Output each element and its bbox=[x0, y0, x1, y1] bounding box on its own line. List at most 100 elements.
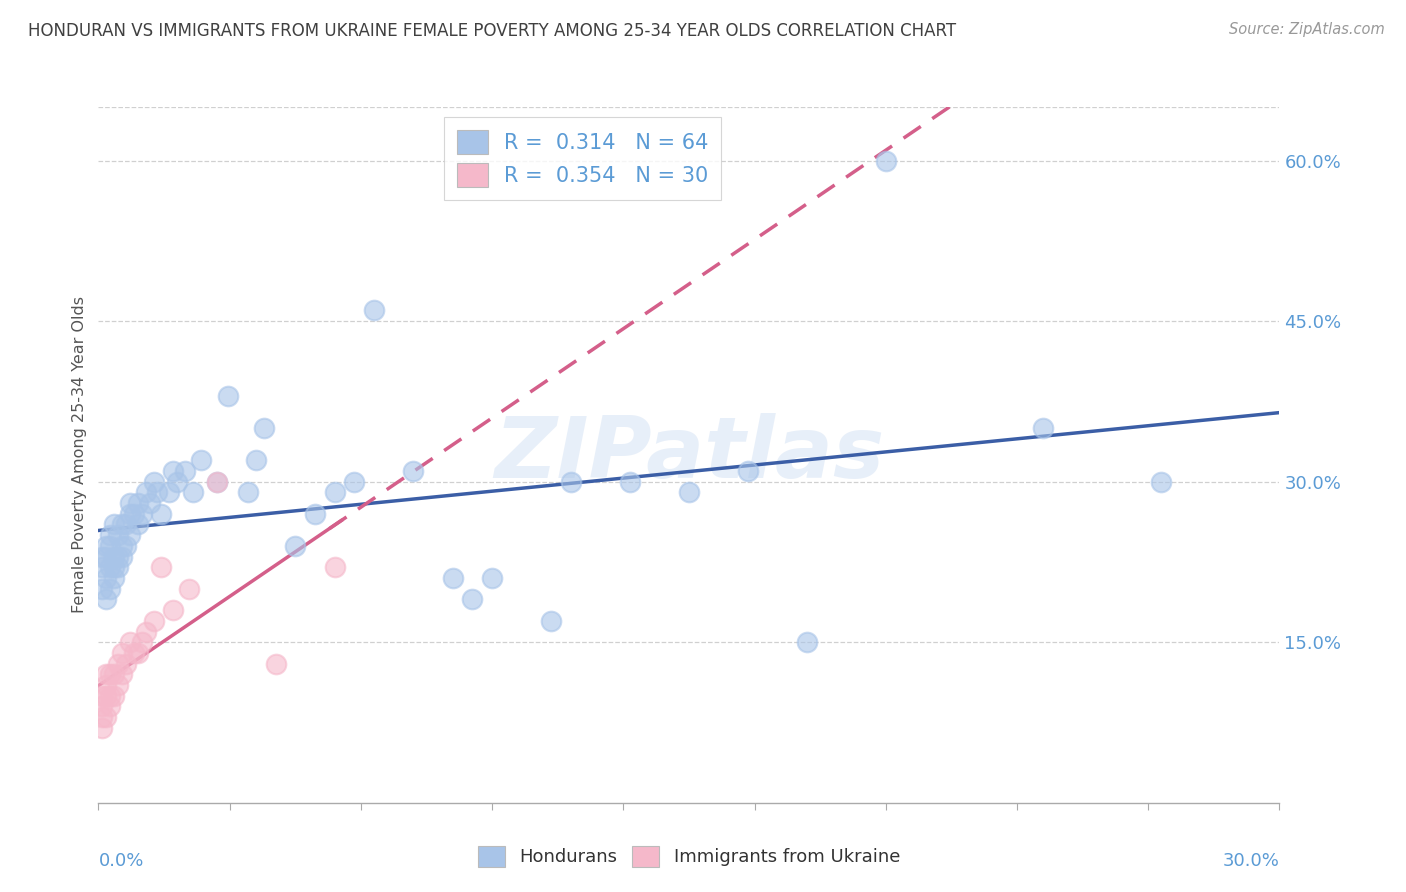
Point bbox=[304, 507, 326, 521]
Point bbox=[253, 421, 276, 435]
Point bbox=[236, 485, 259, 500]
Point bbox=[118, 635, 141, 649]
Point bbox=[96, 667, 118, 681]
Text: 30.0%: 30.0% bbox=[1223, 852, 1279, 870]
Point bbox=[190, 453, 212, 467]
Point bbox=[98, 528, 121, 542]
Point bbox=[402, 464, 425, 478]
Point bbox=[166, 475, 188, 489]
Point bbox=[796, 635, 818, 649]
Text: ZIPatlas: ZIPatlas bbox=[494, 413, 884, 497]
Point bbox=[98, 582, 121, 596]
Point bbox=[98, 560, 121, 574]
Point bbox=[131, 635, 153, 649]
Point bbox=[91, 689, 114, 703]
Point bbox=[91, 721, 114, 735]
Point bbox=[115, 517, 138, 532]
Point bbox=[118, 528, 141, 542]
Point bbox=[122, 646, 145, 660]
Point bbox=[1032, 421, 1054, 435]
Point bbox=[103, 560, 125, 574]
Point bbox=[135, 485, 157, 500]
Point bbox=[678, 485, 700, 500]
Point bbox=[98, 699, 121, 714]
Point bbox=[481, 571, 503, 585]
Point bbox=[107, 678, 129, 692]
Point bbox=[96, 571, 118, 585]
Point bbox=[142, 614, 165, 628]
Text: 0.0%: 0.0% bbox=[98, 852, 143, 870]
Point bbox=[205, 475, 228, 489]
Point bbox=[162, 603, 184, 617]
Point bbox=[91, 710, 114, 724]
Point bbox=[284, 539, 307, 553]
Point bbox=[107, 560, 129, 574]
Point bbox=[115, 657, 138, 671]
Point bbox=[174, 464, 197, 478]
Point bbox=[177, 582, 200, 596]
Point bbox=[115, 539, 138, 553]
Point bbox=[103, 517, 125, 532]
Point bbox=[96, 592, 118, 607]
Point bbox=[91, 582, 114, 596]
Point bbox=[96, 689, 118, 703]
Point bbox=[107, 549, 129, 564]
Point bbox=[363, 303, 385, 318]
Point bbox=[118, 507, 141, 521]
Text: Source: ZipAtlas.com: Source: ZipAtlas.com bbox=[1229, 22, 1385, 37]
Point bbox=[96, 549, 118, 564]
Point bbox=[91, 699, 114, 714]
Point bbox=[103, 549, 125, 564]
Point bbox=[162, 464, 184, 478]
Point bbox=[127, 646, 149, 660]
Point bbox=[111, 646, 134, 660]
Point bbox=[560, 475, 582, 489]
Point bbox=[98, 667, 121, 681]
Point bbox=[245, 453, 267, 467]
Point bbox=[323, 485, 346, 500]
Point bbox=[157, 485, 180, 500]
Point bbox=[107, 657, 129, 671]
Point bbox=[461, 592, 484, 607]
Point bbox=[127, 517, 149, 532]
Point bbox=[441, 571, 464, 585]
Point bbox=[264, 657, 287, 671]
Point bbox=[111, 549, 134, 564]
Point bbox=[111, 539, 134, 553]
Point bbox=[142, 475, 165, 489]
Point bbox=[118, 496, 141, 510]
Point bbox=[98, 539, 121, 553]
Point bbox=[150, 507, 173, 521]
Point bbox=[91, 560, 114, 574]
Point bbox=[1150, 475, 1173, 489]
Point bbox=[217, 389, 239, 403]
Point bbox=[146, 485, 169, 500]
Text: HONDURAN VS IMMIGRANTS FROM UKRAINE FEMALE POVERTY AMONG 25-34 YEAR OLDS CORRELA: HONDURAN VS IMMIGRANTS FROM UKRAINE FEMA… bbox=[28, 22, 956, 40]
Point bbox=[111, 667, 134, 681]
Point bbox=[181, 485, 204, 500]
Point bbox=[98, 689, 121, 703]
Point bbox=[103, 571, 125, 585]
Point bbox=[111, 517, 134, 532]
Point bbox=[150, 560, 173, 574]
Point bbox=[122, 507, 145, 521]
Point bbox=[875, 153, 897, 168]
Point bbox=[127, 496, 149, 510]
Point bbox=[619, 475, 641, 489]
Y-axis label: Female Poverty Among 25-34 Year Olds: Female Poverty Among 25-34 Year Olds bbox=[72, 296, 87, 614]
Point bbox=[205, 475, 228, 489]
Point bbox=[96, 678, 118, 692]
Point bbox=[103, 667, 125, 681]
Point bbox=[737, 464, 759, 478]
Point bbox=[540, 614, 562, 628]
Point bbox=[131, 507, 153, 521]
Point bbox=[138, 496, 160, 510]
Point bbox=[96, 539, 118, 553]
Point bbox=[91, 549, 114, 564]
Point bbox=[107, 528, 129, 542]
Legend: Hondurans, Immigrants from Ukraine: Hondurans, Immigrants from Ukraine bbox=[471, 838, 907, 874]
Point bbox=[103, 689, 125, 703]
Point bbox=[323, 560, 346, 574]
Point bbox=[343, 475, 366, 489]
Point bbox=[96, 710, 118, 724]
